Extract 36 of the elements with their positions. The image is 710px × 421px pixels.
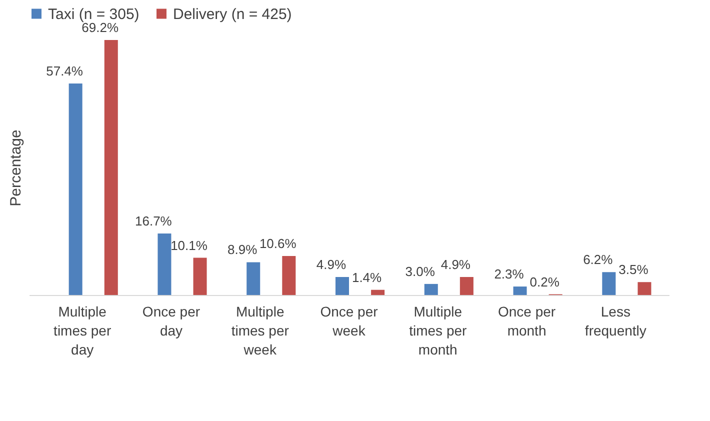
bar [638, 282, 652, 295]
x-tick-label: Multiple times per month [409, 304, 468, 358]
data-label: 10.6% [259, 236, 297, 251]
x-tick-label: Once per day [142, 304, 200, 338]
legend-label: Taxi (n = 305) [48, 6, 140, 23]
x-tick-label: Less frequently [584, 304, 646, 338]
data-label: 0.2% [530, 274, 560, 290]
bar [104, 40, 118, 295]
data-label: 1.4% [352, 270, 382, 285]
bar [460, 276, 474, 295]
data-label: 3.0% [405, 264, 436, 279]
data-label: 6.2% [583, 252, 614, 268]
data-label: 8.9% [228, 242, 258, 258]
y-axis-title: Percentage [8, 130, 24, 206]
bar [335, 276, 349, 295]
bar [602, 272, 616, 295]
bar [282, 256, 296, 295]
data-label: 3.5% [618, 262, 649, 278]
data-label: 4.9% [440, 256, 471, 272]
data-label: 2.3% [494, 266, 524, 282]
x-tick-label: Multiple times per day [54, 304, 112, 358]
x-tick-label: Once per month [498, 304, 556, 338]
x-tick-label: Multiple times per week [231, 304, 290, 358]
bar [68, 83, 82, 295]
data-label: 57.4% [46, 63, 84, 78]
bar [424, 284, 438, 295]
x-tick-label: Once per week [320, 304, 378, 338]
bar [158, 233, 172, 295]
bar [193, 258, 207, 295]
bar [371, 290, 385, 295]
data-label: 16.7% [135, 213, 172, 228]
legend-label: Delivery (n = 425) [173, 6, 292, 23]
bar [513, 286, 527, 295]
bar [246, 262, 260, 295]
data-label: 10.1% [170, 238, 208, 253]
data-label: 4.9% [316, 256, 346, 272]
